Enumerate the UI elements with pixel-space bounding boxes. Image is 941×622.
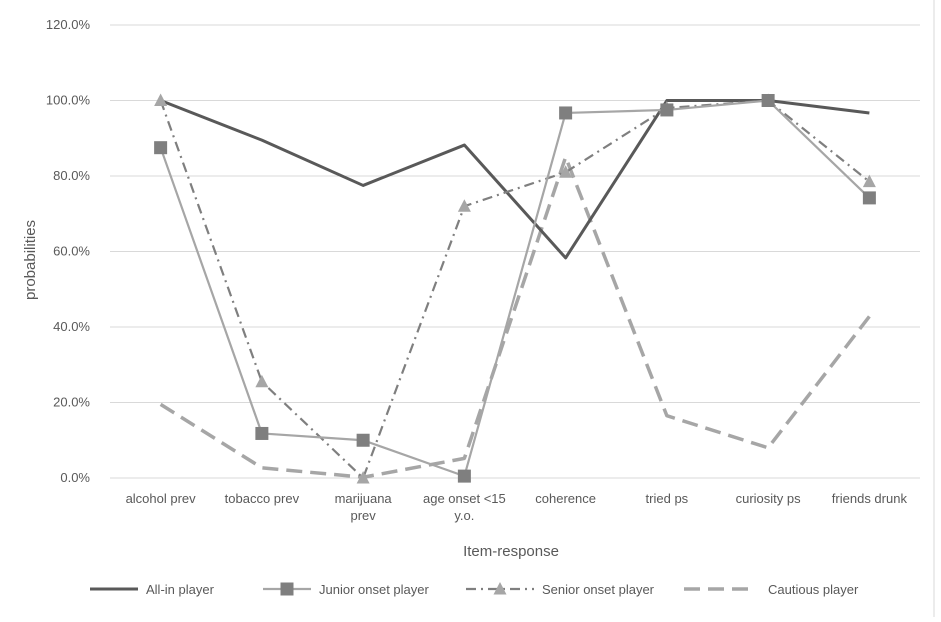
- y-tick-label: 0.0%: [60, 470, 90, 485]
- legend-marker-triangle: [493, 582, 507, 595]
- legend-entry: Senior onset player: [466, 582, 655, 597]
- data-point-square: [862, 191, 876, 205]
- y-tick-label: 20.0%: [53, 395, 90, 410]
- y-tick-label: 40.0%: [53, 319, 90, 334]
- legend-label: Senior onset player: [542, 582, 655, 597]
- x-tick-label-line: alcohol prev: [126, 491, 197, 506]
- y-tick-label: 60.0%: [53, 244, 90, 259]
- data-point-triangle: [457, 199, 471, 212]
- x-axis-ticks: alcohol prev tobacco prev marijuana prev age…: [126, 491, 908, 523]
- legend-label: All-in player: [146, 582, 215, 597]
- data-point-triangle: [862, 174, 876, 188]
- gridlines: [110, 24, 920, 479]
- series-line: [160, 99, 870, 260]
- series-2: [154, 93, 876, 484]
- x-tick-label: alcohol prev: [126, 491, 197, 506]
- series-0: [160, 99, 870, 260]
- x-tick-label-line: tried ps: [646, 491, 689, 506]
- legend: All-in player Junior onset player Senior o…: [90, 582, 859, 597]
- y-tick-label: 100.0%: [46, 93, 91, 108]
- data-point-square: [761, 94, 775, 107]
- y-tick-label: 120.0%: [46, 17, 91, 32]
- legend-entry: Cautious player: [684, 582, 859, 597]
- x-tick-label: tobacco prev: [225, 491, 300, 506]
- x-tick-label: coherence: [535, 491, 596, 506]
- x-tick-label: tried ps: [646, 491, 689, 506]
- x-tick-label-line: curiosity ps: [736, 491, 802, 506]
- y-axis-ticks: 0.0% 20.0% 40.0% 60.0% 80.0% 100.0% 120.0%: [46, 17, 91, 485]
- data-point-square: [154, 141, 168, 155]
- legend-label: Cautious player: [768, 582, 859, 597]
- data-point-square: [255, 426, 269, 440]
- series-line: [159, 155, 871, 479]
- data-point-square: [559, 106, 573, 120]
- data-point-triangle: [255, 374, 269, 388]
- series-line: [159, 99, 871, 480]
- legend-label: Junior onset player: [319, 582, 430, 597]
- x-tick-label-line: tobacco prev: [225, 491, 300, 506]
- series-line: [159, 99, 871, 478]
- x-tick-label: curiosity ps: [736, 491, 802, 506]
- series-lines: [154, 93, 876, 484]
- x-tick-label-line: friends drunk: [832, 491, 908, 506]
- x-tick-label: marijuana prev: [335, 491, 393, 523]
- data-point-square: [457, 469, 471, 483]
- x-tick-label-line: y.o.: [454, 508, 474, 523]
- data-point-square: [356, 433, 370, 447]
- legend-marker-square: [280, 582, 294, 596]
- data-point-triangle: [154, 93, 168, 106]
- series-1: [154, 94, 876, 483]
- y-tick-label: 80.0%: [53, 168, 90, 183]
- y-axis-title: probabilities: [22, 220, 39, 300]
- x-tick-label-line: coherence: [535, 491, 596, 506]
- x-tick-label-line: age onset <15: [423, 491, 506, 506]
- x-axis-title: Item-response: [463, 543, 559, 560]
- data-point-triangle: [356, 471, 370, 484]
- data-point-triangle: [559, 165, 573, 178]
- x-tick-label: age onset <15 y.o.: [423, 491, 506, 523]
- series-3: [159, 155, 871, 479]
- x-tick-label-line: prev: [350, 508, 376, 523]
- data-point-square: [660, 103, 674, 117]
- x-tick-label-line: marijuana: [335, 491, 393, 506]
- legend-entry: Junior onset player: [263, 582, 430, 597]
- x-tick-label: friends drunk: [832, 491, 908, 506]
- legend-entry: All-in player: [90, 582, 215, 597]
